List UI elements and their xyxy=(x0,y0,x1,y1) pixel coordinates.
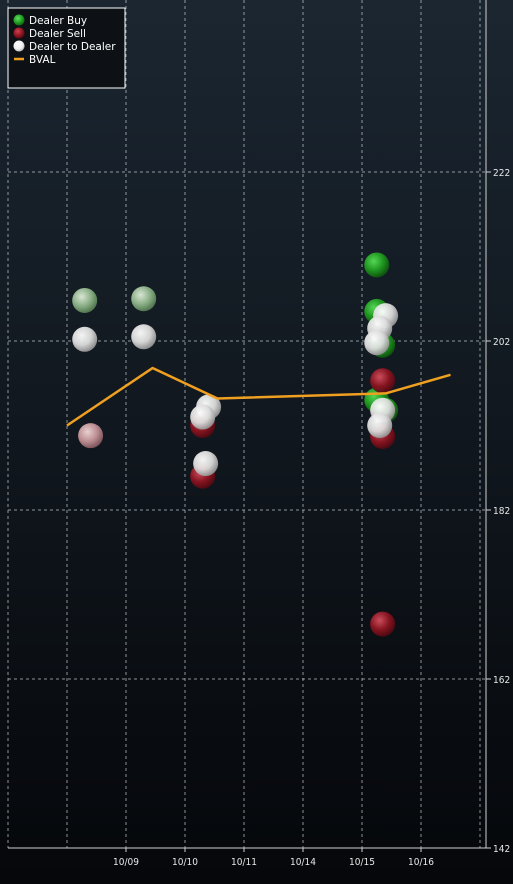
legend-label: Dealer Buy xyxy=(29,15,87,27)
legend-label: BVAL xyxy=(29,54,56,66)
marker-dealer-buy xyxy=(72,287,98,313)
legend-label: Dealer to Dealer xyxy=(29,41,116,53)
marker-dealer-to-dealer xyxy=(367,413,393,438)
marker-dealer-buy xyxy=(364,252,390,278)
marker-dealer-to-dealer xyxy=(131,324,157,350)
data-markers xyxy=(72,252,399,637)
x-tick-label: 10/14 xyxy=(290,857,316,868)
x-tick-label: 10/11 xyxy=(231,857,257,868)
y-tick-label: 162 xyxy=(493,675,510,686)
marker-dealer-to-dealer xyxy=(193,451,219,477)
x-tick-label: 10/16 xyxy=(408,857,434,868)
y-tick-label: 142 xyxy=(493,844,510,855)
bval-line-layer xyxy=(66,366,451,427)
axes: 142 162 182 202 222 10/09 10/10 10/11 10/14 10/15… xyxy=(8,0,510,868)
marker-dealer-sell xyxy=(370,611,396,637)
x-tick-label: 10/09 xyxy=(113,857,139,868)
x-tick-label: 10/15 xyxy=(349,857,375,868)
legend-marker-dealer-sell xyxy=(13,27,25,39)
marker-dealer-to-dealer xyxy=(190,404,216,430)
legend-label: Dealer Sell xyxy=(29,28,86,40)
legend-marker-dealer-to-dealer xyxy=(13,40,25,52)
x-tick-label: 10/10 xyxy=(172,857,198,868)
marker-dealer-sell xyxy=(78,423,104,449)
y-tick-label: 202 xyxy=(493,337,510,348)
marker-dealer-sell xyxy=(370,368,396,394)
marker-dealer-to-dealer xyxy=(72,326,98,352)
marker-dealer-to-dealer xyxy=(364,330,390,356)
legend-box xyxy=(7,7,126,89)
marker-dealer-buy xyxy=(131,286,157,312)
bval-line xyxy=(66,366,451,427)
y-tick-label: 182 xyxy=(493,506,510,517)
legend-marker-dealer-buy xyxy=(13,14,25,26)
y-tick-label: 222 xyxy=(493,168,510,179)
